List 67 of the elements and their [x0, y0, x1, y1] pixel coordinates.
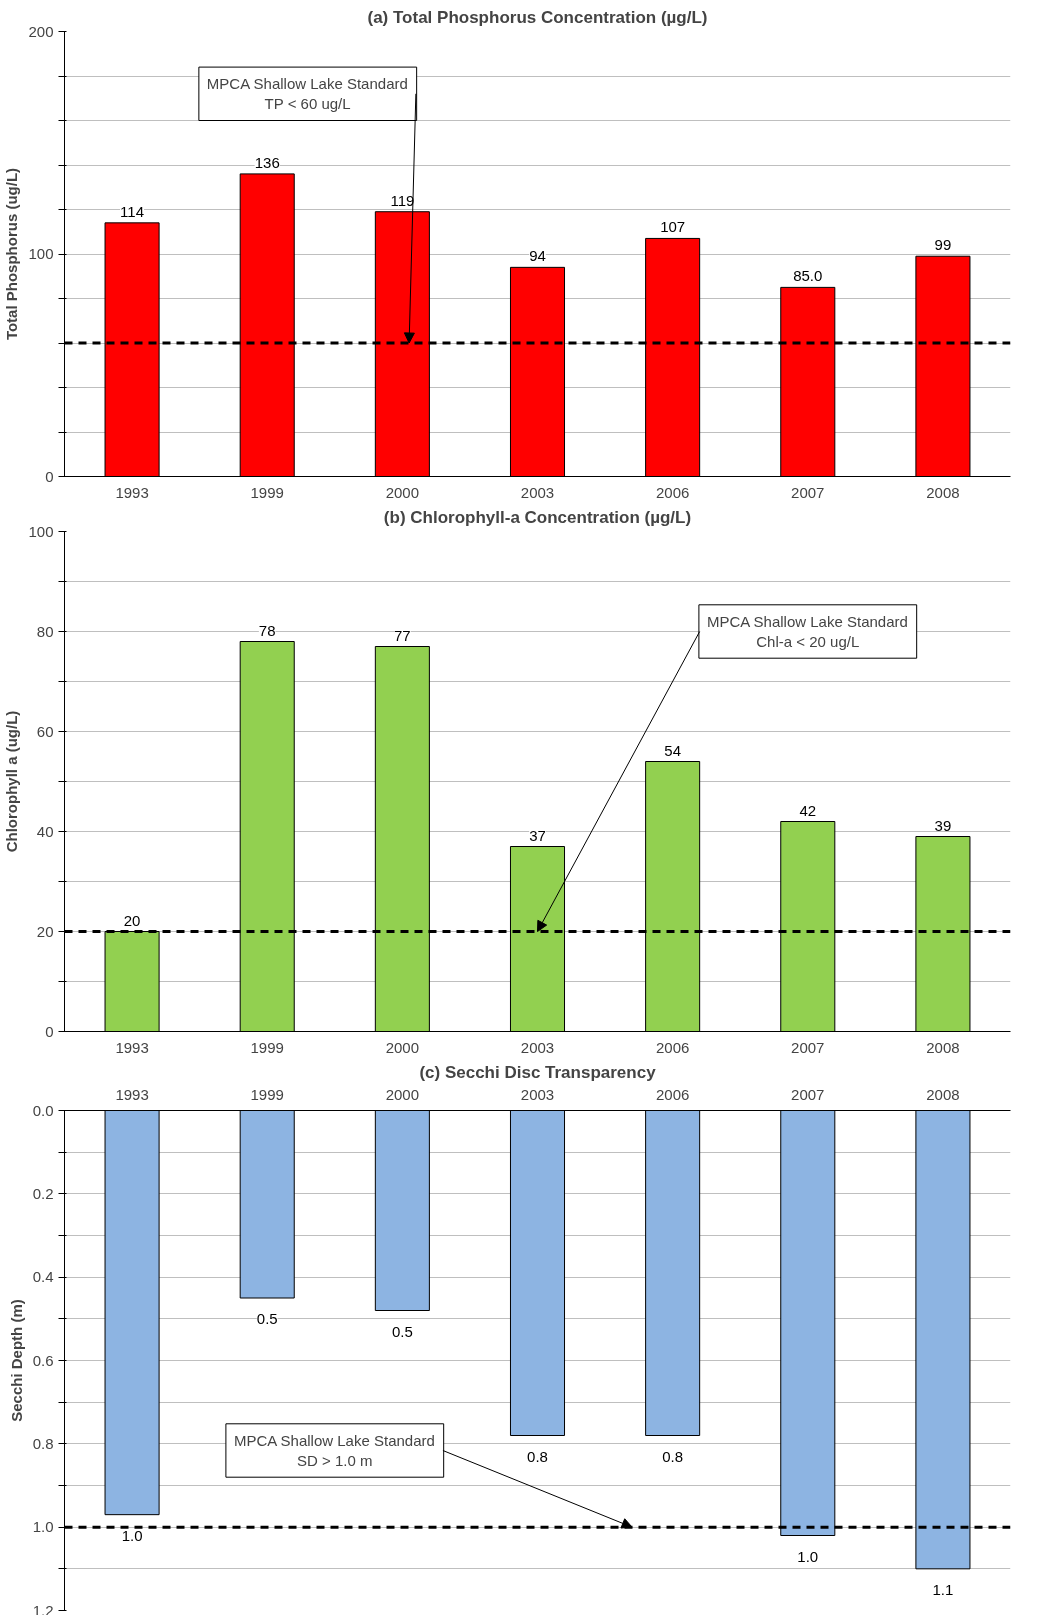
chart-title: (b) Chlorophyll-a Concentration (µg/L) — [383, 507, 692, 527]
y-tick-label: 40 — [36, 822, 54, 840]
x-tick-label: 2006 — [655, 1085, 690, 1103]
x-tick-label: 2003 — [520, 1085, 555, 1103]
y-axis-title: Secchi Depth (m) — [7, 1299, 25, 1422]
y-tick-label: 0 — [45, 1022, 54, 1040]
x-tick-label: 1999 — [250, 483, 284, 501]
x-tick-label: 1993 — [115, 1085, 149, 1103]
ref-line-label: MPCA Shallow Lake Standard SD > 1.0 m — [233, 1431, 435, 1470]
y-tick-label: 100 — [28, 522, 54, 540]
y-tick-label: 0 — [45, 467, 54, 485]
y-tick-label: 100 — [28, 245, 54, 262]
data-label: 39 — [934, 816, 952, 834]
x-tick-label: 2007 — [791, 483, 825, 501]
data-label: 77 — [394, 626, 411, 644]
chart-title: (c) Secchi Disc Transparency — [419, 1062, 657, 1082]
x-tick-label: 2007 — [791, 1085, 825, 1103]
x-tick-label: 2000 — [385, 1038, 420, 1056]
data-label: 114 — [120, 202, 145, 220]
data-label: 37 — [529, 826, 546, 844]
data-label: 1.1 — [932, 1580, 954, 1598]
y-tick-label: 1.0 — [32, 1518, 54, 1536]
data-label: 107 — [660, 218, 686, 236]
y-axis-title: Total Phosphorus (ug/L) — [3, 167, 21, 341]
x-tick-label: 2008 — [926, 1085, 960, 1103]
x-tick-label: 2000 — [385, 483, 420, 501]
data-label: 54 — [664, 741, 681, 759]
data-label: 94 — [529, 247, 546, 265]
data-label: 136 — [254, 153, 280, 171]
data-label: 42 — [799, 801, 817, 819]
data-label: 0.5 — [256, 1310, 278, 1327]
data-label: 0.5 — [391, 1322, 413, 1340]
y-tick-label: 80 — [36, 622, 54, 640]
data-label: 20 — [123, 911, 141, 929]
x-tick-label: 1999 — [250, 1085, 284, 1103]
y-tick-label: 0.6 — [32, 1351, 54, 1369]
x-tick-label: 2000 — [385, 1085, 420, 1103]
data-label: 78 — [258, 621, 276, 639]
x-tick-label: 1993 — [115, 1038, 149, 1056]
x-tick-label: 2008 — [926, 1038, 960, 1056]
y-tick-label: 200 — [28, 22, 54, 40]
x-tick-label: 2006 — [655, 483, 690, 501]
x-tick-label: 2008 — [926, 483, 960, 501]
x-tick-label: 1993 — [115, 483, 149, 501]
y-tick-label: 0.0 — [32, 1101, 54, 1119]
data-label: 0.8 — [527, 1447, 548, 1465]
y-tick-label: 0.4 — [32, 1268, 54, 1286]
y-tick-label: 0.2 — [32, 1184, 54, 1202]
y-tick-label: 1.2 — [32, 1601, 54, 1619]
y-tick-label: 0.8 — [32, 1434, 54, 1452]
x-tick-label: 1999 — [250, 1038, 284, 1056]
x-tick-label: 2006 — [655, 1038, 690, 1056]
data-label: 1.0 — [121, 1526, 143, 1544]
data-label: 0.8 — [662, 1447, 684, 1465]
y-axis-title: Chlorophyll a (ug/L) — [3, 710, 21, 853]
data-label: 119 — [390, 191, 415, 209]
x-tick-label: 2003 — [520, 1038, 555, 1056]
ref-line-label: MPCA Shallow Lake Standard TP < 60 ug/L — [206, 75, 408, 113]
y-tick-label: 20 — [36, 922, 54, 940]
data-label: 85.0 — [793, 267, 823, 285]
ref-line-label: MPCA Shallow Lake Standard Chl-a < 20 ug/L — [706, 612, 908, 651]
y-tick-label: 60 — [36, 722, 54, 740]
data-label: 1.0 — [797, 1547, 819, 1565]
chart-title: (a) Total Phosphorus Concentration (µg/L) — [367, 7, 708, 27]
data-label: 99 — [934, 236, 952, 254]
x-tick-label: 2007 — [791, 1038, 825, 1056]
x-tick-label: 2003 — [520, 483, 555, 501]
